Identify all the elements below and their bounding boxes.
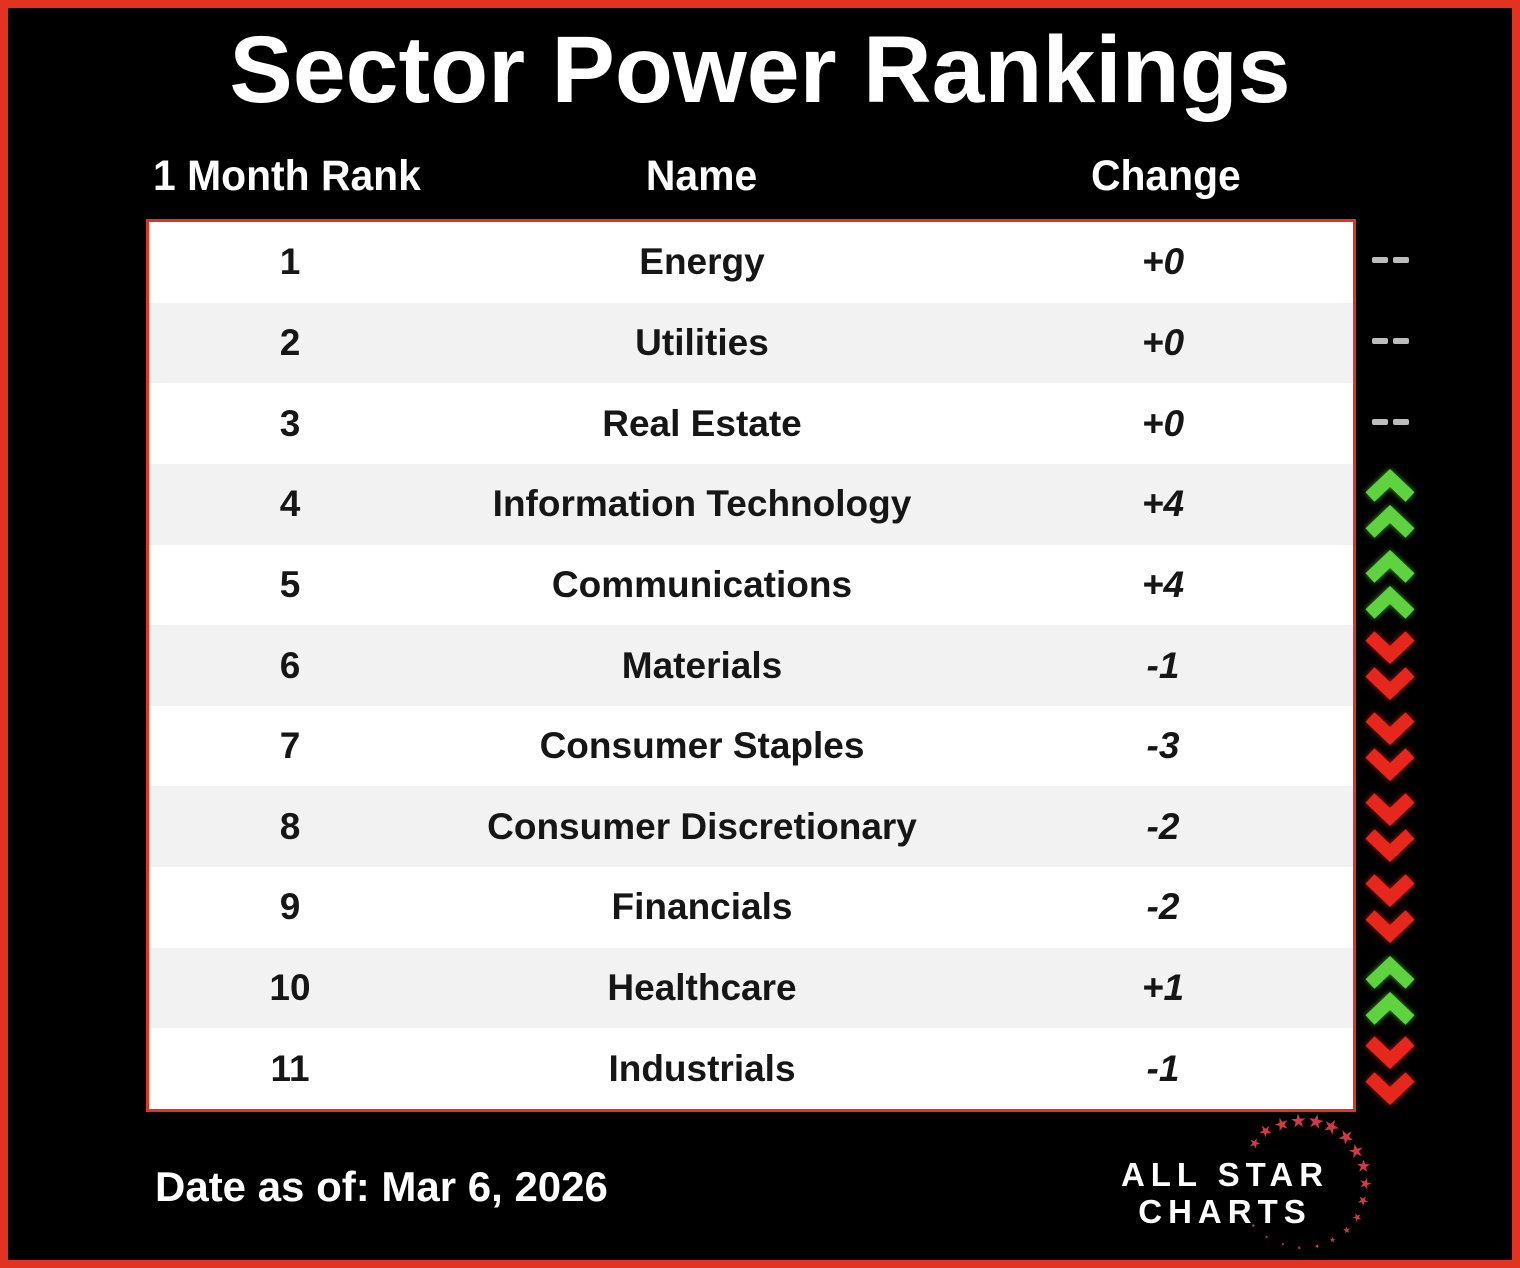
change-cell: +4 xyxy=(1141,563,1185,605)
rankings-table: 1 Energy +0 2 Utilities +0 3 Real Estate +0 4 Info… xyxy=(146,219,1356,1112)
name-cell: Information Technology xyxy=(492,483,912,525)
column-header-change: Change xyxy=(1091,152,1241,200)
change-cell: +4 xyxy=(1141,483,1185,525)
rank-cell: 2 xyxy=(279,321,301,363)
column-header-name: Name xyxy=(646,152,758,200)
table-row: 7 Consumer Staples -3 xyxy=(149,705,1353,787)
name-cell: Consumer Staples xyxy=(539,725,865,767)
rank-cell: 4 xyxy=(279,483,301,525)
rank-down-icon xyxy=(1360,706,1420,787)
table-row: 4 Information Technology +4 xyxy=(149,463,1353,545)
rank-cell: 10 xyxy=(269,967,311,1009)
name-cell: Materials xyxy=(621,644,783,686)
table-row: 1 Energy +0 xyxy=(149,222,1353,303)
name-cell: Energy xyxy=(639,241,765,283)
rank-up-icon xyxy=(1360,463,1420,544)
table-row: 11 Industrials -1 xyxy=(149,1028,1353,1110)
star-icon: ★ xyxy=(1297,1244,1302,1251)
table-header-row: 1 Month Rank Name Change xyxy=(146,152,1356,201)
change-cell: -2 xyxy=(1146,805,1180,847)
star-icon: ★ xyxy=(1279,1241,1286,1248)
rank-cell: 7 xyxy=(279,725,301,767)
star-icon: ★ xyxy=(1263,1233,1271,1241)
change-cell: -1 xyxy=(1146,644,1180,686)
rank-flat-icon xyxy=(1360,300,1420,381)
title-bar: Sector Power Rankings xyxy=(0,16,1520,125)
date-as-of-label: Date as of: Mar 6, 2026 xyxy=(155,1163,608,1210)
table-row: 8 Consumer Discretionary -2 xyxy=(149,786,1353,868)
table-row: 10 Healthcare +1 xyxy=(149,947,1353,1029)
change-cell: +0 xyxy=(1141,241,1185,283)
change-cell: +1 xyxy=(1141,967,1185,1009)
rank-up-icon xyxy=(1360,950,1420,1031)
rank-down-icon xyxy=(1360,1031,1420,1112)
logo-line-2: CHARTS xyxy=(1138,1193,1312,1230)
star-icon: ★ xyxy=(1354,1192,1373,1209)
rank-cell: 1 xyxy=(279,241,301,283)
star-icon: ★ xyxy=(1327,1234,1338,1246)
rank-cell: 8 xyxy=(279,805,301,847)
star-icon: ★ xyxy=(1313,1242,1321,1251)
rank-cell: 3 xyxy=(279,402,301,444)
star-icon: ★ xyxy=(1352,1156,1375,1177)
change-cell: -2 xyxy=(1146,886,1180,928)
rank-flat-icon xyxy=(1360,219,1420,300)
indicator-column xyxy=(1360,219,1420,1112)
table-row: 9 Financials -2 xyxy=(149,867,1353,948)
rank-flat-icon xyxy=(1360,381,1420,462)
name-cell: Financials xyxy=(611,886,793,928)
name-cell: Communications xyxy=(551,563,853,605)
star-icon: ★ xyxy=(1356,1176,1374,1191)
column-header-rank: 1 Month Rank xyxy=(153,152,421,200)
change-cell: +0 xyxy=(1141,402,1185,444)
change-cell: -1 xyxy=(1146,1047,1180,1089)
rank-cell: 6 xyxy=(279,644,301,686)
page-title: Sector Power Rankings xyxy=(229,17,1291,123)
rank-cell: 9 xyxy=(279,886,301,928)
name-cell: Healthcare xyxy=(607,967,797,1009)
rank-down-icon xyxy=(1360,869,1420,950)
table-row: 6 Materials -1 xyxy=(149,625,1353,706)
name-cell: Industrials xyxy=(608,1047,796,1089)
rank-cell: 5 xyxy=(279,563,301,605)
table-row: 2 Utilities +0 xyxy=(149,302,1353,384)
star-icon: ★ xyxy=(1349,1209,1365,1225)
rank-down-icon xyxy=(1360,625,1420,706)
all-star-charts-logo: ★ ★ ★ ★ ★ ★ ★ ★ ★ ★ ★ ★ ★ ★ ★ ★ ★ ★ ★ ★ ALL STAR CHARTS xyxy=(1105,1109,1425,1266)
change-cell: -3 xyxy=(1146,725,1180,767)
table-row: 3 Real Estate +0 xyxy=(149,383,1353,464)
logo-wordmark: ALL STAR CHARTS xyxy=(1100,1156,1350,1230)
table-row: 5 Communications +4 xyxy=(149,544,1353,626)
rank-up-icon xyxy=(1360,544,1420,625)
name-cell: Utilities xyxy=(635,321,769,363)
logo-line-1: ALL STAR xyxy=(1120,1156,1330,1193)
rank-down-icon xyxy=(1360,787,1420,868)
name-cell: Real Estate xyxy=(602,402,802,444)
change-cell: +0 xyxy=(1141,321,1185,363)
name-cell: Consumer Discretionary xyxy=(487,805,917,847)
rank-cell: 11 xyxy=(270,1047,310,1089)
